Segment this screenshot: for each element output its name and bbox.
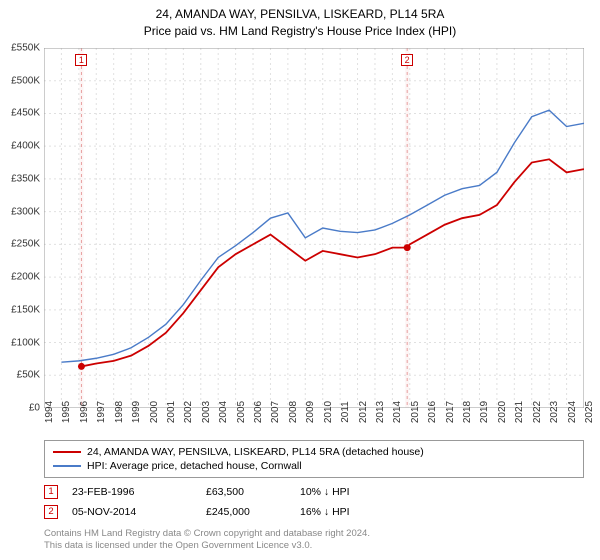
x-tick-label: 2023	[549, 401, 560, 423]
y-tick-label: £400K	[11, 141, 40, 152]
chart-area: £0£50K£100K£150K£200K£250K£300K£350K£400…	[44, 48, 584, 408]
y-tick-label: £550K	[11, 43, 40, 54]
sale-diff-1: 10% ↓ HPI	[300, 486, 400, 498]
chart-sale-marker: 1	[75, 54, 87, 66]
x-tick-label: 2006	[253, 401, 264, 423]
x-tick-label: 2021	[514, 401, 525, 423]
x-tick-label: 2012	[358, 401, 369, 423]
x-tick-label: 2001	[166, 401, 177, 423]
sale-table: 1 23-FEB-1996 £63,500 10% ↓ HPI 2 05-NOV…	[44, 482, 584, 522]
x-tick-label: 1995	[61, 401, 72, 423]
legend-label-hpi: HPI: Average price, detached house, Corn…	[87, 460, 302, 472]
x-tick-label: 2015	[410, 401, 421, 423]
title-line2: Price paid vs. HM Land Registry's House …	[0, 23, 600, 40]
x-tick-label: 2022	[532, 401, 543, 423]
x-tick-label: 2018	[462, 401, 473, 423]
y-tick-label: £300K	[11, 206, 40, 217]
sale-row-2: 2 05-NOV-2014 £245,000 16% ↓ HPI	[44, 502, 584, 522]
y-tick-label: £100K	[11, 337, 40, 348]
x-tick-label: 2024	[567, 401, 578, 423]
x-tick-label: 2009	[305, 401, 316, 423]
x-tick-label: 2010	[323, 401, 334, 423]
chart-sale-marker: 2	[401, 54, 413, 66]
footer-line2: This data is licensed under the Open Gov…	[44, 540, 584, 552]
x-tick-label: 2011	[340, 401, 351, 423]
legend: 24, AMANDA WAY, PENSILVA, LISKEARD, PL14…	[44, 440, 584, 478]
sale-price-1: £63,500	[206, 486, 286, 498]
x-tick-label: 1997	[96, 401, 107, 423]
x-tick-label: 1996	[79, 401, 90, 423]
chart-svg	[44, 48, 584, 408]
x-tick-label: 1994	[44, 401, 55, 423]
x-tick-label: 2013	[375, 401, 386, 423]
x-tick-label: 2003	[201, 401, 212, 423]
chart-container: 24, AMANDA WAY, PENSILVA, LISKEARD, PL14…	[0, 0, 600, 560]
legend-swatch-hpi	[53, 465, 81, 467]
x-tick-label: 2025	[584, 401, 595, 423]
y-tick-label: £200K	[11, 272, 40, 283]
y-tick-label: £450K	[11, 108, 40, 119]
legend-swatch-property	[53, 451, 81, 453]
y-tick-label: £500K	[11, 75, 40, 86]
x-tick-label: 2005	[236, 401, 247, 423]
y-tick-label: £350K	[11, 173, 40, 184]
sale-date-2: 05-NOV-2014	[72, 506, 192, 518]
legend-label-property: 24, AMANDA WAY, PENSILVA, LISKEARD, PL14…	[87, 446, 424, 458]
x-tick-label: 2016	[427, 401, 438, 423]
x-tick-label: 2017	[445, 401, 456, 423]
sale-price-2: £245,000	[206, 506, 286, 518]
x-tick-label: 2000	[149, 401, 160, 423]
sale-marker-1: 1	[44, 485, 58, 499]
x-tick-label: 2007	[270, 401, 281, 423]
sale-marker-2: 2	[44, 505, 58, 519]
title-block: 24, AMANDA WAY, PENSILVA, LISKEARD, PL14…	[0, 0, 600, 40]
y-tick-label: £250K	[11, 239, 40, 250]
x-tick-label: 2002	[183, 401, 194, 423]
sale-diff-2: 16% ↓ HPI	[300, 506, 400, 518]
footer: Contains HM Land Registry data © Crown c…	[44, 528, 584, 553]
y-tick-label: £50K	[17, 370, 40, 381]
x-tick-label: 1998	[114, 401, 125, 423]
y-tick-label: £0	[29, 403, 40, 414]
legend-row-hpi: HPI: Average price, detached house, Corn…	[53, 459, 575, 473]
x-tick-label: 1999	[131, 401, 142, 423]
x-tick-label: 2008	[288, 401, 299, 423]
title-line1: 24, AMANDA WAY, PENSILVA, LISKEARD, PL14…	[0, 6, 600, 23]
x-tick-label: 2014	[392, 401, 403, 423]
legend-row-property: 24, AMANDA WAY, PENSILVA, LISKEARD, PL14…	[53, 445, 575, 459]
footer-line1: Contains HM Land Registry data © Crown c…	[44, 528, 584, 540]
y-tick-label: £150K	[11, 304, 40, 315]
sale-row-1: 1 23-FEB-1996 £63,500 10% ↓ HPI	[44, 482, 584, 502]
x-tick-label: 2019	[479, 401, 490, 423]
sale-date-1: 23-FEB-1996	[72, 486, 192, 498]
x-tick-label: 2004	[218, 401, 229, 423]
x-tick-label: 2020	[497, 401, 508, 423]
